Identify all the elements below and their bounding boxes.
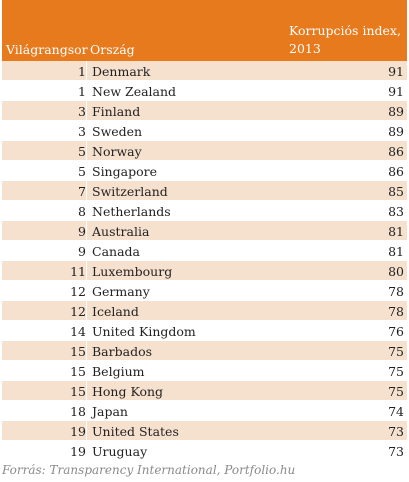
country-cell: Uruguay bbox=[92, 444, 148, 459]
rank-cell: 12 bbox=[70, 284, 86, 299]
country-cell: Singapore bbox=[92, 164, 157, 179]
country-cell: Canada bbox=[92, 244, 140, 259]
index-cell: 81 bbox=[388, 244, 404, 259]
rank-cell: 3 bbox=[78, 124, 86, 139]
country-cell: Germany bbox=[92, 284, 150, 299]
rank-cell: 18 bbox=[70, 404, 86, 419]
table-row: 1 Denmark 91 bbox=[2, 61, 407, 81]
table-row: 11 Luxembourg 80 bbox=[2, 261, 407, 281]
country-cell: New Zealand bbox=[92, 84, 177, 99]
rank-cell: 19 bbox=[70, 444, 86, 459]
table-row: 15 Hong Kong 75 bbox=[2, 381, 407, 401]
table-row: 3 Finland 89 bbox=[2, 101, 407, 121]
header-rank: Világrangsor bbox=[6, 42, 88, 57]
index-cell: 76 bbox=[388, 324, 404, 339]
country-cell: Iceland bbox=[92, 304, 139, 319]
country-cell: United States bbox=[92, 424, 179, 439]
country-cell: Luxembourg bbox=[92, 264, 173, 279]
table-row: 18 Japan 74 bbox=[2, 401, 407, 421]
rank-cell: 1 bbox=[78, 64, 86, 79]
rank-cell: 14 bbox=[70, 324, 86, 339]
index-cell: 89 bbox=[388, 104, 404, 119]
table-row: 9 Canada 81 bbox=[2, 241, 407, 261]
rank-cell: 9 bbox=[78, 244, 86, 259]
table-row: 1 New Zealand 91 bbox=[2, 81, 407, 101]
country-cell: Australia bbox=[92, 224, 150, 239]
country-cell: Belgium bbox=[92, 364, 145, 379]
table-row: 19 Uruguay 73 bbox=[2, 441, 407, 461]
rank-cell: 1 bbox=[78, 84, 86, 99]
index-cell: 74 bbox=[388, 404, 404, 419]
index-cell: 78 bbox=[388, 304, 404, 319]
country-cell: Japan bbox=[92, 404, 128, 419]
country-cell: Norway bbox=[92, 144, 142, 159]
rank-cell: 3 bbox=[78, 104, 86, 119]
table-header: Világrangsor Ország Korrupciós index, 20… bbox=[2, 0, 407, 61]
index-cell: 73 bbox=[388, 424, 404, 439]
index-cell: 91 bbox=[388, 64, 404, 79]
table-body: 1 Denmark 91 1 New Zealand 91 3 Finland 89 3 Swede… bbox=[2, 61, 407, 461]
source-note: Forrás: Transparency International, Port… bbox=[2, 463, 296, 477]
table-row: 15 Belgium 75 bbox=[2, 361, 407, 381]
table-row: 15 Barbados 75 bbox=[2, 341, 407, 361]
index-cell: 75 bbox=[388, 344, 404, 359]
table-row: 8 Netherlands 83 bbox=[2, 201, 407, 221]
table-row: 5 Norway 86 bbox=[2, 141, 407, 161]
rank-cell: 11 bbox=[70, 264, 86, 279]
index-cell: 78 bbox=[388, 284, 404, 299]
rank-cell: 5 bbox=[78, 164, 86, 179]
column-divider bbox=[86, 61, 87, 461]
index-cell: 86 bbox=[388, 164, 404, 179]
rank-cell: 15 bbox=[70, 384, 86, 399]
index-cell: 89 bbox=[388, 124, 404, 139]
table-row: 3 Sweden 89 bbox=[2, 121, 407, 141]
index-cell: 75 bbox=[388, 364, 404, 379]
rank-cell: 9 bbox=[78, 224, 86, 239]
table-row: 19 United States 73 bbox=[2, 421, 407, 441]
country-cell: Sweden bbox=[92, 124, 143, 139]
index-cell: 83 bbox=[388, 204, 404, 219]
index-cell: 85 bbox=[388, 184, 404, 199]
country-cell: Hong Kong bbox=[92, 384, 164, 399]
index-cell: 80 bbox=[388, 264, 404, 279]
rank-cell: 12 bbox=[70, 304, 86, 319]
index-cell: 73 bbox=[388, 444, 404, 459]
header-index: Korrupciós index, 2013 bbox=[289, 22, 405, 58]
index-cell: 91 bbox=[388, 84, 404, 99]
rank-cell: 15 bbox=[70, 364, 86, 379]
index-cell: 75 bbox=[388, 384, 404, 399]
table-row: 9 Australia 81 bbox=[2, 221, 407, 241]
table-row: 7 Switzerland 85 bbox=[2, 181, 407, 201]
country-cell: Denmark bbox=[92, 64, 151, 79]
table-row: 12 Germany 78 bbox=[2, 281, 407, 301]
table-row: 5 Singapore 86 bbox=[2, 161, 407, 181]
rank-cell: 7 bbox=[78, 184, 86, 199]
ranking-table: Világrangsor Ország Korrupciós index, 20… bbox=[2, 0, 407, 461]
rank-cell: 19 bbox=[70, 424, 86, 439]
country-cell: United Kingdom bbox=[92, 324, 196, 339]
index-cell: 81 bbox=[388, 224, 404, 239]
rank-cell: 15 bbox=[70, 344, 86, 359]
header-country: Ország bbox=[90, 42, 135, 57]
rank-cell: 5 bbox=[78, 144, 86, 159]
rank-cell: 8 bbox=[78, 204, 86, 219]
header-index-line1: Korrupciós index, bbox=[289, 23, 401, 38]
country-cell: Barbados bbox=[92, 344, 153, 359]
country-cell: Switzerland bbox=[92, 184, 168, 199]
header-index-line2: 2013 bbox=[289, 41, 321, 56]
table-row: 12 Iceland 78 bbox=[2, 301, 407, 321]
table-row: 14 United Kingdom 76 bbox=[2, 321, 407, 341]
country-cell: Finland bbox=[92, 104, 141, 119]
country-cell: Netherlands bbox=[92, 204, 171, 219]
index-cell: 86 bbox=[388, 144, 404, 159]
